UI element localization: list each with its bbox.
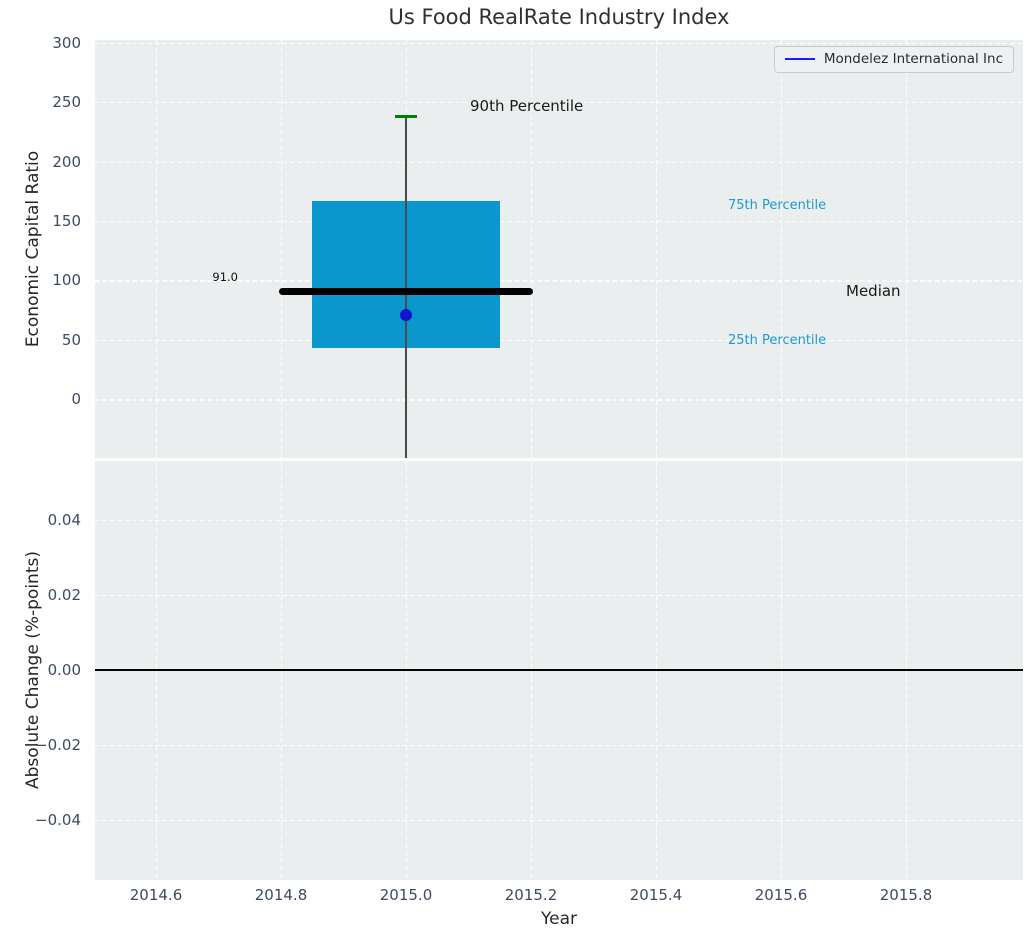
bottom-y-tick-label: 0.02: [47, 585, 81, 604]
top-y-tick-label: 250: [52, 93, 81, 112]
x-tick-label: 2015.4: [629, 886, 683, 904]
bottom-y-tick-label: 0.00: [47, 660, 81, 679]
x-gridline: [781, 40, 783, 458]
top-y-tick-label: 50: [61, 330, 81, 349]
y-gridline: [95, 221, 1023, 223]
y-gridline: [95, 280, 1023, 282]
x-gridline: [156, 40, 158, 458]
x-gridline: [906, 40, 908, 458]
annotation-75th-percentile: 75th Percentile: [728, 197, 827, 213]
zero-change-line: [95, 669, 1023, 671]
y-gridline: [95, 594, 1023, 597]
bottom-y-tick-label: 0.04: [47, 510, 81, 529]
y-gridline: [95, 42, 1023, 45]
x-gridline: [531, 40, 533, 458]
y-gridline: [95, 339, 1023, 342]
annotation-25th-percentile: 25th Percentile: [728, 333, 827, 349]
annotation-90th-percentile: 90th Percentile: [470, 97, 584, 116]
legend-line-icon: [784, 57, 815, 61]
x-tick-label: 2014.8: [254, 886, 308, 904]
bottom-y-tick-label: −0.04: [35, 810, 81, 829]
top-y-tick-label: 300: [52, 33, 81, 52]
x-tick-label: 2015.6: [754, 886, 808, 904]
whisker-line: [405, 116, 407, 458]
y-gridline: [95, 744, 1023, 747]
y-gridline: [95, 519, 1023, 522]
legend: Mondelez International Inc: [773, 46, 1014, 73]
bottom-axes: [95, 461, 1023, 880]
y-gridline: [95, 819, 1023, 822]
p90-cap: [395, 114, 417, 119]
top-y-tick-label: 0: [71, 390, 81, 409]
x-tick-label: 2015.8: [879, 886, 933, 904]
x-gridline: [281, 40, 283, 458]
top-axes: Mondelez International Inc 90th Percenti…: [95, 40, 1023, 458]
y-gridline: [95, 161, 1023, 163]
x-tick-label: 2014.6: [129, 886, 183, 904]
top-y-tick-label: 200: [52, 152, 81, 171]
x-tick-label: 2015.2: [504, 886, 558, 904]
company-point: [400, 308, 412, 321]
top-y-axis-title: Economic Capital Ratio: [23, 150, 43, 348]
y-gridline: [95, 399, 1023, 401]
chart-title: Us Food RealRate Industry Index: [388, 5, 730, 29]
top-y-tick-label: 150: [52, 212, 81, 230]
x-tick-label: 2015.0: [379, 886, 433, 904]
median-value-label: 91.0: [212, 270, 238, 285]
bottom-y-tick-label: −0.02: [35, 735, 81, 754]
legend-label: Mondelez International Inc: [823, 51, 1003, 67]
top-y-tick-label: 100: [52, 271, 81, 290]
median-line: [279, 287, 533, 295]
x-gridline: [656, 40, 658, 458]
y-gridline: [95, 102, 1023, 104]
annotation-median: Median: [846, 282, 901, 301]
x-axis-title: Year: [541, 909, 577, 929]
